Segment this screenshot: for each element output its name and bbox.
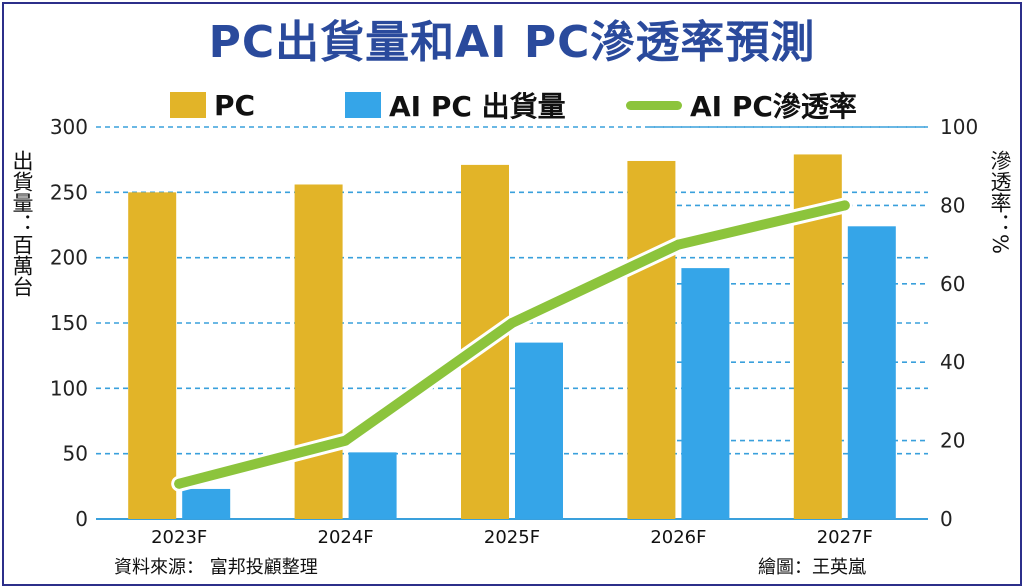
y-axis-label-right: 滲透率：%	[988, 150, 1012, 254]
x-tick-label: 2025F	[484, 527, 540, 548]
x-tick-label: 2023F	[151, 527, 207, 548]
bar-ai-pc-shipments	[681, 268, 730, 519]
legend-item-pc: PC	[170, 88, 255, 122]
legend-item-ai-pc-penetration: AI PC滲透率	[626, 88, 857, 123]
y-tick-left: 50	[63, 442, 88, 466]
y-axis-label-left: 出貨量：百萬台	[10, 150, 34, 297]
y-tick-left: 150	[50, 311, 88, 335]
point-ai-pc-penetration	[174, 478, 185, 489]
y-tick-right: 20	[940, 429, 965, 453]
ticks-layer: 0 50 100 150 200 250 300 0 20 40 60 80 100 2023F 2024F…	[50, 115, 978, 548]
x-tick-label: 2027F	[817, 527, 873, 548]
line-halo-ai-pc-penetration	[171, 197, 853, 492]
y-tick-right: 80	[940, 193, 965, 217]
y-tick-left: 300	[50, 115, 88, 139]
line-ai-pc-penetration	[174, 200, 850, 489]
legend-swatch-ai-pc-penetration	[626, 100, 682, 110]
point-ai-pc-penetration	[340, 435, 351, 446]
legend-item-ai-pc-shipments: AI PC 出貨量	[345, 88, 566, 123]
chart-title: PC出貨量和AI PC滲透率預測	[208, 17, 816, 68]
bar-pc	[627, 160, 676, 519]
credit-note: 繪圖：王英嵐	[758, 557, 866, 578]
legend-label-ai-pc-shipments: AI PC 出貨量	[389, 90, 566, 123]
x-tick-label: 2024F	[318, 527, 374, 548]
y-tick-right: 60	[940, 272, 965, 296]
legend-swatch-ai-pc-shipments	[345, 92, 381, 118]
y-tick-left: 100	[50, 376, 88, 400]
point-ai-pc-penetration	[839, 200, 850, 211]
legend-label-ai-pc-penetration: AI PC滲透率	[690, 90, 857, 123]
y-tick-right: 0	[940, 507, 953, 531]
legend-label-pc: PC	[214, 88, 256, 122]
legend-swatch-pc	[170, 92, 206, 118]
bar-ai-pc-shipments	[348, 452, 397, 519]
bar-ai-pc-shipments	[182, 488, 231, 519]
bar-ai-pc-shipments	[847, 226, 896, 519]
x-tick-label: 2026F	[650, 527, 706, 548]
line-layer	[171, 197, 853, 492]
grid-layer	[96, 126, 928, 520]
y-tick-right: 100	[940, 115, 978, 139]
y-tick-left: 200	[50, 246, 88, 270]
point-ai-pc-penetration	[673, 239, 684, 250]
point-ai-pc-penetration	[507, 318, 517, 328]
y-tick-left: 250	[50, 180, 88, 204]
bar-pc	[294, 184, 343, 519]
y-tick-right: 40	[940, 350, 965, 374]
source-note: 資料來源： 富邦投顧整理	[114, 557, 318, 578]
bar-ai-pc-shipments	[515, 342, 563, 519]
y-tick-left: 0	[75, 507, 88, 531]
bar-pc	[128, 192, 177, 520]
